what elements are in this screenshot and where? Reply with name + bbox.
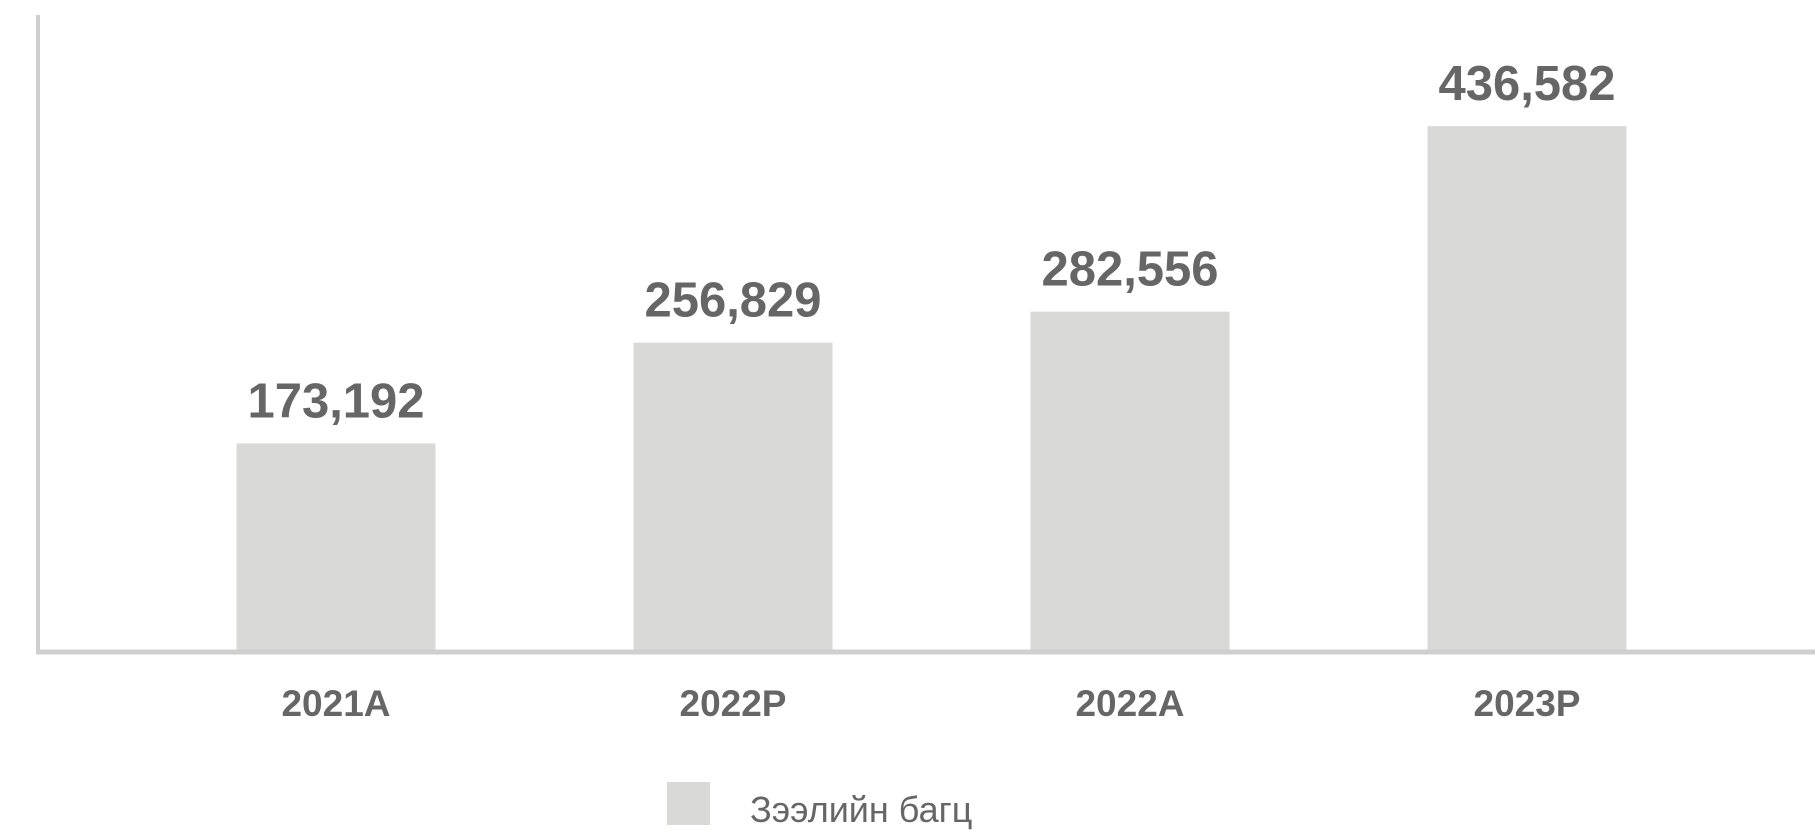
x-tick-labels-group: 2021A 2022P 2022A 2023P [281, 683, 1580, 724]
value-label-2022A: 282,556 [1041, 243, 1218, 297]
legend-swatch [667, 782, 710, 825]
x-tick-label-2021A: 2021A [281, 683, 390, 724]
legend: Зээлийн багц [667, 782, 972, 830]
value-label-2022P: 256,829 [644, 274, 821, 328]
bars-group [236, 126, 1627, 653]
legend-label: Зээлийн багц [750, 789, 972, 830]
value-label-2021A: 173,192 [247, 374, 424, 428]
x-tick-label-2022A: 2022A [1075, 683, 1184, 724]
value-labels-group: 173,192 256,829 282,556 436,582 [247, 57, 1615, 428]
bar-2022P [633, 342, 833, 652]
bar-2023P [1427, 126, 1627, 653]
bar-2022A [1030, 311, 1230, 652]
x-tick-label-2023P: 2023P [1474, 683, 1581, 724]
bar-2021A [236, 443, 436, 652]
x-tick-label-2022P: 2022P [680, 683, 787, 724]
value-label-2023P: 436,582 [1438, 57, 1615, 111]
